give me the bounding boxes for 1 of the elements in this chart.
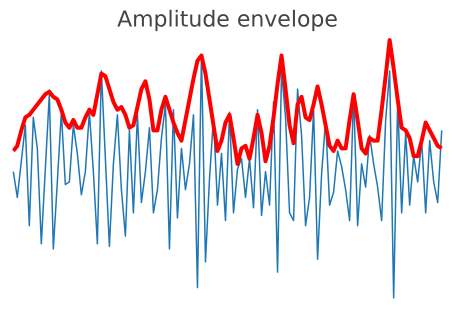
chart-title: Amplitude envelope — [117, 8, 338, 32]
